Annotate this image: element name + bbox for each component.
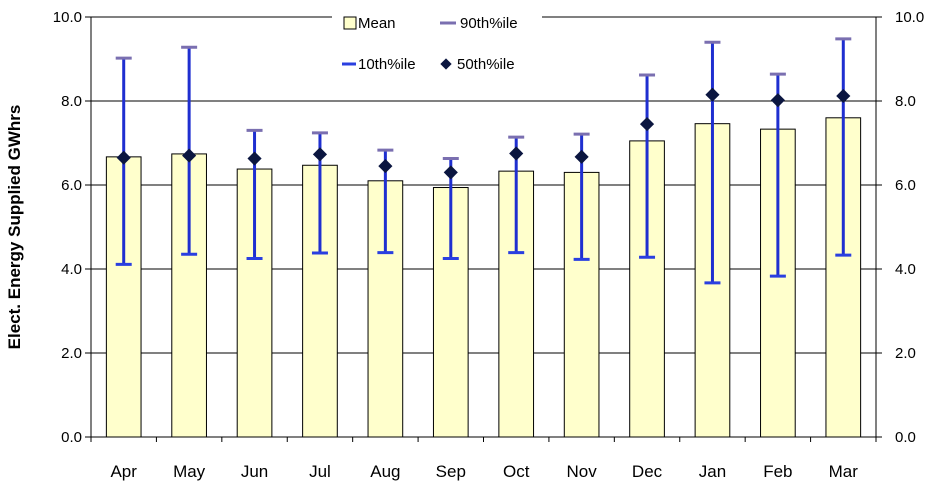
x-category-label: Apr — [110, 462, 137, 481]
x-category-label: Jun — [241, 462, 268, 481]
x-category-label: Jul — [309, 462, 331, 481]
legend: Mean 90th%ile 10th%ile 50th%ile — [332, 9, 542, 79]
x-category-label: Oct — [503, 462, 530, 481]
x-category-label: Feb — [763, 462, 792, 481]
y-tick-label-left: 6.0 — [61, 177, 82, 194]
y-tick-label-right: 10.0 — [895, 9, 924, 26]
legend-90th-label: 90th%ile — [460, 15, 518, 32]
y-tick-label-right: 6.0 — [895, 177, 916, 194]
median-marker — [378, 159, 393, 174]
x-category-label: Jan — [699, 462, 726, 481]
x-category-label: Aug — [370, 462, 400, 481]
y-tick-label-left: 0.0 — [61, 429, 82, 446]
median-marker — [509, 146, 524, 161]
legend-mean-label: Mean — [358, 15, 396, 32]
legend-50th-label: 50th%ile — [457, 56, 515, 73]
y-tick-label-left: 4.0 — [61, 261, 82, 278]
median-marker — [182, 148, 197, 163]
median-marker — [639, 117, 655, 132]
x-category-label: Mar — [829, 462, 859, 481]
y-tick-label-left: 2.0 — [61, 345, 82, 362]
mean-bars — [105, 117, 862, 438]
tick-labels: 0.0 0.0 2.0 2.0 4.0 4.0 6.0 6.0 8.0 8.0 10.0 10.0 — [53, 9, 924, 446]
median-marker — [574, 149, 589, 164]
median-marker — [247, 151, 262, 166]
median-marker — [443, 165, 458, 180]
y-tick-label-left: 8.0 — [61, 93, 82, 110]
y-axis-label: Elect. Energy Supplied GWhrs — [5, 105, 24, 350]
legend-mean-swatch — [343, 16, 357, 30]
x-category-label: May — [173, 462, 206, 481]
x-category-label: Dec — [632, 462, 663, 481]
median-marker — [836, 88, 851, 104]
x-category-label: Nov — [567, 462, 598, 481]
legend-background — [332, 9, 542, 79]
y-tick-label-right: 8.0 — [895, 93, 916, 110]
y-tick-label-right: 4.0 — [895, 261, 916, 278]
category-labels: Apr May Jun Jul Aug Sep Oct Nov Dec Jan Feb Mar — [110, 462, 858, 481]
y-tick-label-left: 10.0 — [53, 9, 82, 26]
median-marker — [705, 87, 720, 102]
legend-10th-label: 10th%ile — [358, 56, 416, 73]
median-marker — [770, 93, 785, 108]
x-category-label: Sep — [436, 462, 466, 481]
y-tick-label-right: 0.0 — [895, 429, 916, 446]
y-tick-label-right: 2.0 — [895, 345, 916, 362]
axes — [85, 16, 882, 442]
median-marker — [312, 147, 328, 162]
